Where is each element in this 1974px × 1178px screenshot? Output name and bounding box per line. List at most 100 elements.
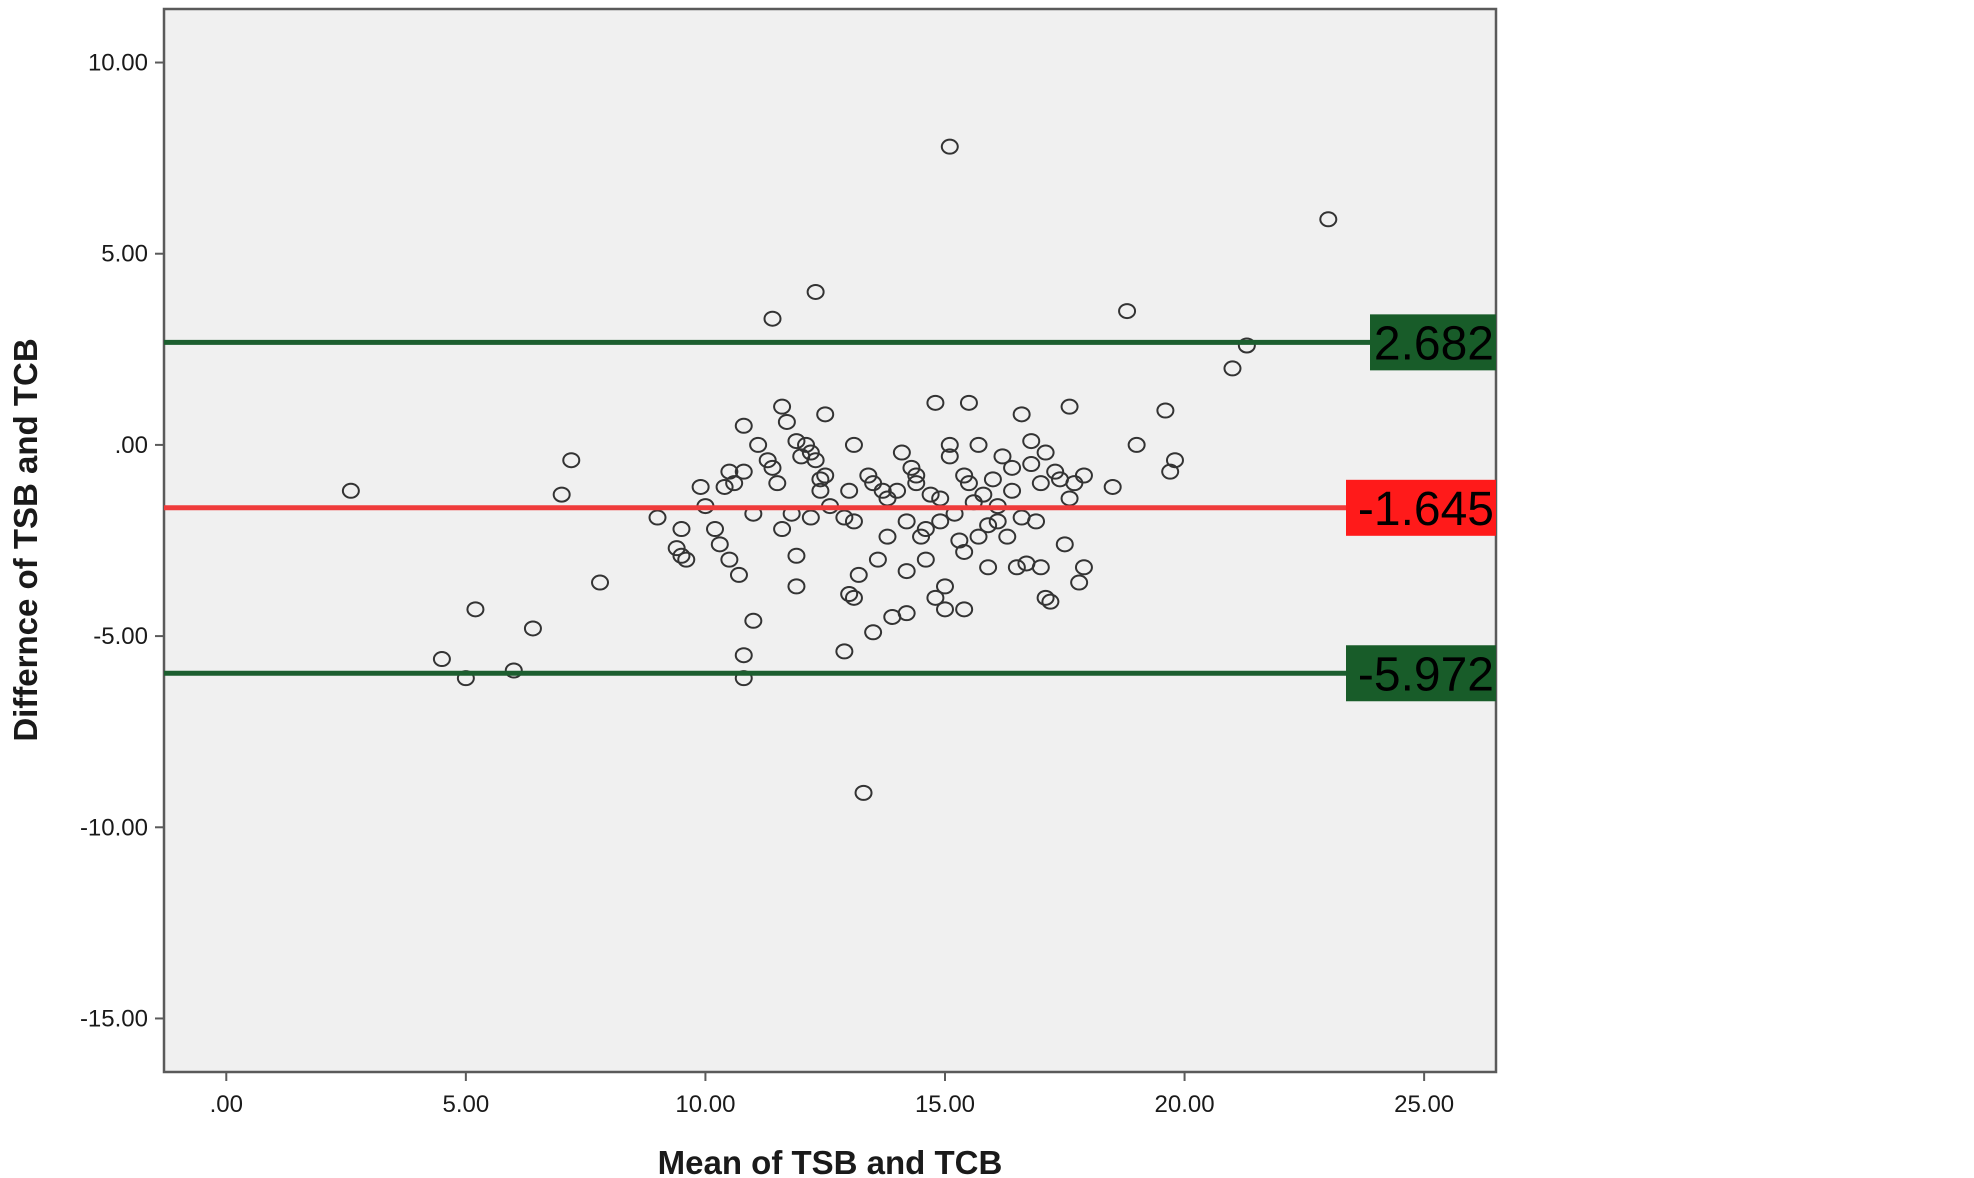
data-point [773,398,792,415]
data-point [926,589,945,606]
data-point [1003,459,1022,476]
data-point [816,406,835,423]
reference-label-box [1370,314,1496,371]
data-point [777,413,796,430]
data-point [1223,360,1242,377]
data-point [710,536,729,553]
data-point [873,482,892,499]
data-point [844,513,863,530]
data-point [432,651,451,668]
data-point [859,467,878,484]
data-point [988,513,1007,530]
data-point [806,452,825,469]
x-tick-label: 15.00 [915,1091,975,1118]
y-axis: 10.00 5.00 .00 -5.00 -10.00 -15.00 [80,50,164,1032]
data-point [1319,211,1338,228]
data-point [734,463,753,480]
data-point [773,521,792,538]
x-tick-label: 20.00 [1155,1091,1215,1118]
data-point [892,444,911,461]
data-point [916,551,935,568]
data-point [648,509,667,526]
data-point [940,436,959,453]
data-point [907,475,926,492]
data-point [993,448,1012,465]
data-point [734,647,753,664]
data-point [706,521,725,538]
data-point [811,471,830,488]
data-point [341,482,360,499]
reference-label: 2.682 [1374,317,1494,370]
data-point [969,436,988,453]
data-point [983,471,1002,488]
data-point [725,475,744,492]
data-point [523,620,542,637]
data-point [959,394,978,411]
data-point [1074,559,1093,576]
reference-label-box [1346,645,1496,702]
data-point [897,563,916,580]
y-tick-label: .00 [115,432,148,459]
data-point [844,589,863,606]
data-point [1060,398,1079,415]
data-point [734,417,753,434]
data-point [888,482,907,499]
data-point [916,521,935,538]
data-point [787,433,806,450]
data-point [1165,452,1184,469]
data-point [849,566,868,583]
data-point [504,662,523,679]
data-point [466,601,485,618]
data-point [1031,559,1050,576]
data-point [552,486,571,503]
data-point [940,138,959,155]
y-tick-label: 5.00 [101,241,148,268]
data-point [844,436,863,453]
data-point [897,605,916,622]
data-point [955,601,974,618]
x-tick-label: 25.00 [1394,1091,1454,1118]
data-point [897,513,916,530]
data-point [1074,467,1093,484]
data-point [912,528,931,545]
x-tick-label: 5.00 [442,1091,489,1118]
data-point [720,551,739,568]
data-point [835,643,854,660]
data-point [806,283,825,300]
data-point [797,436,816,453]
data-point [935,601,954,618]
x-axis: .00 5.00 10.00 15.00 20.00 25.00 [210,1072,1454,1118]
data-point [840,586,859,603]
x-tick-label: .00 [210,1091,243,1118]
data-point [787,578,806,595]
x-axis-title: Mean of TSB and TCB [658,1144,1003,1178]
data-point [1127,436,1146,453]
data-point [562,452,581,469]
data-point [787,547,806,564]
data-point [974,486,993,503]
data-point [1055,536,1074,553]
data-point [1237,337,1256,354]
data-point [979,517,998,534]
data-point [1036,589,1055,606]
data-point [1003,482,1022,499]
data-point [998,528,1017,545]
reference-label: -5.972 [1358,648,1494,701]
data-point [1007,559,1026,576]
data-point [715,478,734,495]
data-point [878,528,897,545]
data-point [667,540,686,557]
data-point [955,543,974,560]
x-tick-label: 10.00 [675,1091,735,1118]
data-point [1031,475,1050,492]
reference-lines: 2.682 -1.645 -5.972 [164,314,1496,702]
data-point [955,467,974,484]
reference-label: -1.645 [1358,483,1494,536]
data-point [811,482,830,499]
data-point [763,459,782,476]
data-point [969,528,988,545]
data-point [935,578,954,595]
data-point [801,444,820,461]
data-point [1012,406,1031,423]
